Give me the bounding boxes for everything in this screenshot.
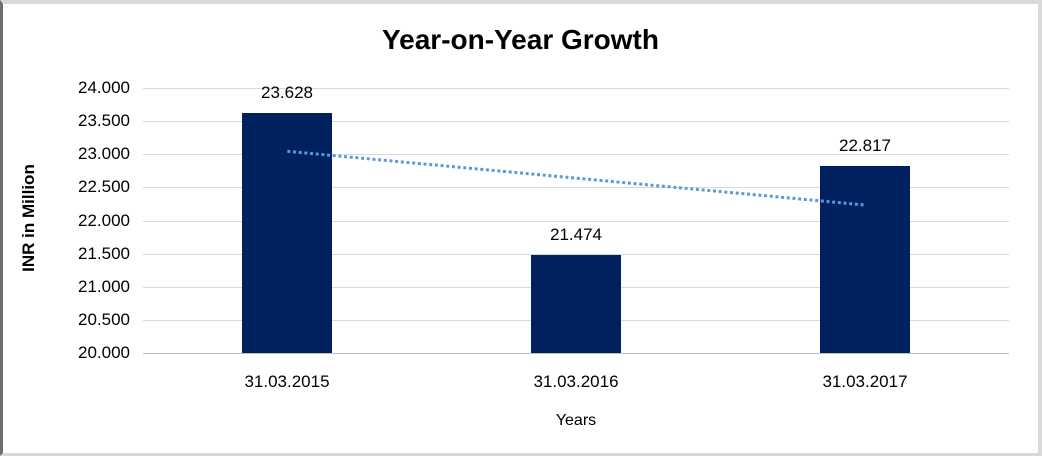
data-label: 21.474 (550, 225, 602, 244)
x-tick-label: 31.03.2017 (822, 372, 908, 391)
gridline (143, 154, 1009, 155)
bar (531, 255, 621, 353)
plot-area (143, 88, 1009, 354)
gridline (143, 254, 1009, 255)
chart-title: Year-on-Year Growth (382, 24, 659, 55)
y-tick-label: 21.000 (78, 277, 130, 296)
y-tick-label: 22.000 (78, 211, 130, 230)
data-label: 22.817 (839, 136, 891, 155)
x-axis-title: Years (555, 412, 597, 429)
data-label: 23.628 (261, 83, 313, 102)
y-tick-label: 21.500 (78, 244, 130, 263)
y-tick-label: 20.500 (78, 310, 130, 329)
gridline (143, 121, 1009, 122)
y-tick-label: 22.500 (78, 177, 130, 196)
y-tick-label: 20.000 (78, 343, 130, 362)
y-tick-label: 23.500 (78, 111, 130, 130)
x-tick-label: 31.03.2015 (244, 372, 330, 391)
x-axis-line (143, 353, 1009, 354)
trendline (287, 149, 865, 207)
y-axis-title: INR in Million (19, 164, 38, 272)
gridline (143, 88, 1009, 89)
gridline (143, 221, 1009, 222)
y-tick-label: 23.000 (78, 144, 130, 163)
y-tick-label: 24.000 (78, 78, 130, 97)
gridline (143, 187, 1009, 188)
bar (820, 166, 910, 353)
x-tick-label: 31.03.2016 (533, 372, 619, 391)
